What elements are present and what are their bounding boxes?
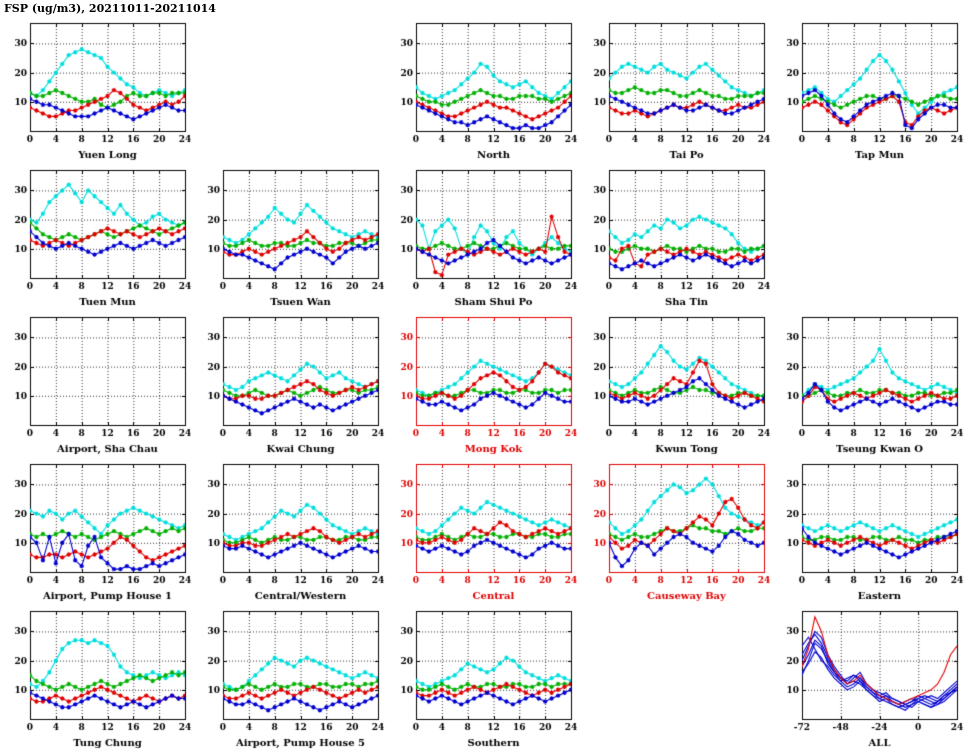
- chart-north: [386, 16, 579, 163]
- chart-central-western: [193, 457, 386, 604]
- chart-eastern: [772, 457, 965, 604]
- chart-airport-sha-chau: [0, 310, 193, 457]
- chart-cell-southern: [386, 604, 579, 751]
- chart-tsuen-wan: [193, 163, 386, 310]
- chart-mong-kok: [386, 310, 579, 457]
- chart-tung-chung: [0, 604, 193, 751]
- chart-cell-airport-pump-house-5: [193, 604, 386, 751]
- chart-cell-tseung-kwan-o: [772, 310, 965, 457]
- chart-tap-mun: [772, 16, 965, 163]
- chart-tai-po: [579, 16, 772, 163]
- chart-causeway-bay: [579, 457, 772, 604]
- chart-cell-central: [386, 457, 579, 604]
- chart-cell-tsuen-wan: [193, 163, 386, 310]
- chart-cell-yuen-long: [0, 16, 193, 163]
- chart-cell-mong-kok: [386, 310, 579, 457]
- chart-cell-tap-mun: [772, 16, 965, 163]
- chart-airport-pump-house-5: [193, 604, 386, 751]
- chart-kwun-tong: [579, 310, 772, 457]
- chart-cell-causeway-bay: [579, 457, 772, 604]
- chart-tseung-kwan-o: [772, 310, 965, 457]
- chart-cell-sham-shui-po: [386, 163, 579, 310]
- chart-sham-shui-po: [386, 163, 579, 310]
- chart-cell-tai-po: [579, 16, 772, 163]
- chart-cell-eastern: [772, 457, 965, 604]
- chart-cell-tuen-mun: [0, 163, 193, 310]
- chart-yuen-long: [0, 16, 193, 163]
- chart-cell-sha-tin: [579, 163, 772, 310]
- chart-central: [386, 457, 579, 604]
- chart-southern: [386, 604, 579, 751]
- chart-sha-tin: [579, 163, 772, 310]
- chart-cell-tung-chung: [0, 604, 193, 751]
- chart-cell-kwai-chung: [193, 310, 386, 457]
- chart-cell-north: [386, 16, 579, 163]
- page-title: FSP (ug/m3), 20211011-20211014: [4, 2, 216, 15]
- charts-grid: [0, 16, 965, 751]
- chart-cell-airport-sha-chau: [0, 310, 193, 457]
- chart-cell-all: [772, 604, 965, 751]
- chart-all: [772, 604, 965, 751]
- chart-tuen-mun: [0, 163, 193, 310]
- chart-cell-central-western: [193, 457, 386, 604]
- chart-airport-pump-house-1: [0, 457, 193, 604]
- chart-cell-airport-pump-house-1: [0, 457, 193, 604]
- chart-cell-kwun-tong: [579, 310, 772, 457]
- chart-kwai-chung: [193, 310, 386, 457]
